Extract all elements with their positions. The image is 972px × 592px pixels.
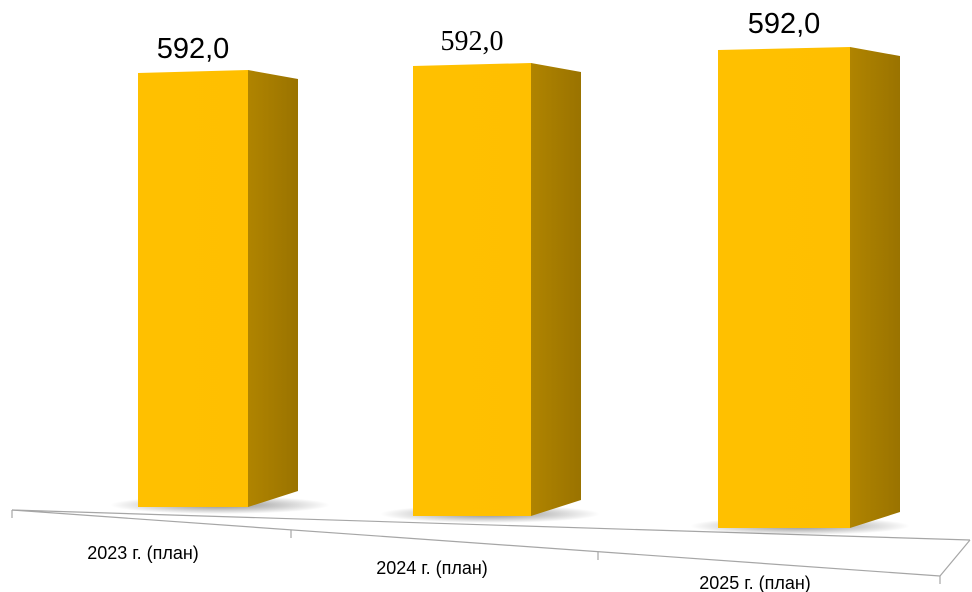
category-label-2: 2025 г. (план) <box>699 573 811 592</box>
category-label-0: 2023 г. (план) <box>87 543 199 563</box>
bar-group-0: 592,0 2023 г. (план) <box>87 33 330 563</box>
bar-side-0 <box>248 70 298 507</box>
floor-front-edge <box>11 509 941 577</box>
bar-side-1 <box>531 63 581 516</box>
value-label-0: 592,0 <box>157 33 230 65</box>
floor-right-edge <box>939 539 971 577</box>
bar-front-0 <box>138 70 248 507</box>
value-label-2: 592,0 <box>748 8 821 40</box>
bar-group-2: 592,0 2025 г. (план) <box>690 8 910 592</box>
bar-group-1: 592,0 2024 г. (план) <box>376 26 600 578</box>
bar-front-1 <box>413 63 531 516</box>
floor-back-edge <box>11 509 971 541</box>
floor-plane <box>11 509 971 584</box>
bar-front-2 <box>718 47 850 528</box>
category-label-1: 2024 г. (план) <box>376 558 488 578</box>
bar-side-2 <box>850 47 900 528</box>
value-label-1: 592,0 <box>441 26 504 57</box>
